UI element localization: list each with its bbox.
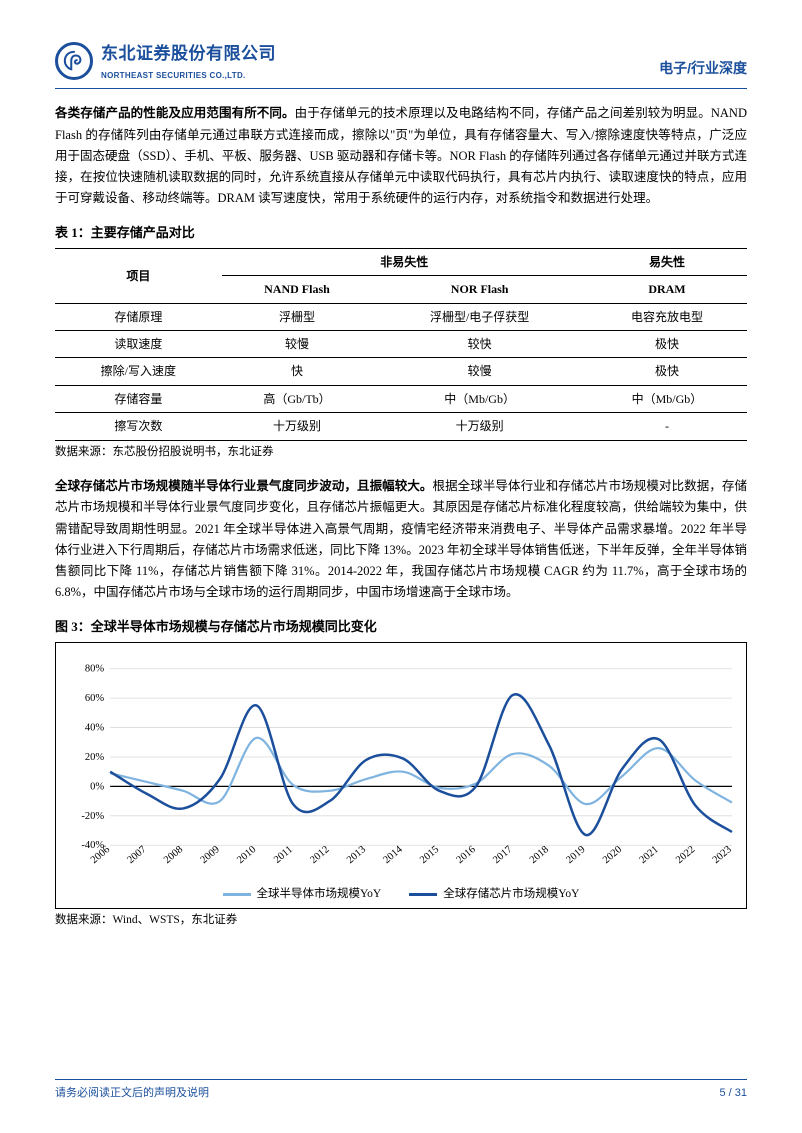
legend-item-1: 全球半导体市场规模YoY (223, 885, 382, 905)
para2-lead: 全球存储芯片市场规模随半导体行业景气度同步波动，且振幅较大。 (55, 479, 432, 493)
chart-source: 数据来源：Wind、WSTS，东北证券 (55, 911, 747, 931)
table-cell: 存储原理 (55, 303, 222, 330)
company-name-cn: 东北证券股份有限公司 (101, 40, 276, 69)
para1-body: 由于存储单元的技术原理以及电路结构不同，存储产品之间差别较为明显。NAND Fl… (55, 106, 747, 205)
table1: 项目 非易失性 易失性 NAND Flash NOR Flash DRAM 存储… (55, 248, 747, 441)
table-cell: 中（Mb/Gb） (587, 385, 747, 412)
svg-text:2012: 2012 (308, 844, 331, 866)
svg-text:2010: 2010 (235, 844, 258, 866)
svg-text:2013: 2013 (345, 844, 368, 866)
table-cell: 十万级别 (222, 413, 373, 440)
logo: 东北证券股份有限公司 NORTHEAST SECURITIES CO.,LTD. (55, 40, 276, 82)
chart-legend: 全球半导体市场规模YoY 全球存储芯片市场规模YoY (60, 885, 742, 905)
section-label: 电子/行业深度 (659, 57, 747, 81)
legend-label-1: 全球半导体市场规模YoY (257, 885, 382, 905)
para1-lead: 各类存储产品的性能及应用范围有所不同。 (55, 106, 295, 120)
page-header: 东北证券股份有限公司 NORTHEAST SECURITIES CO.,LTD.… (55, 40, 747, 89)
svg-text:2011: 2011 (272, 844, 295, 866)
svg-text:2018: 2018 (528, 844, 551, 866)
legend-label-2: 全球存储芯片市场规模YoY (443, 885, 579, 905)
table-cell: 极快 (587, 331, 747, 358)
table-cell: 较慢 (222, 331, 373, 358)
paragraph-1: 各类存储产品的性能及应用范围有所不同。由于存储单元的技术原理以及电路结构不同，存… (55, 103, 747, 209)
table-cell: 擦写次数 (55, 413, 222, 440)
svg-text:2007: 2007 (125, 844, 148, 866)
table-cell: 较快 (372, 331, 587, 358)
footer-disclaimer: 请务必阅读正文后的声明及说明 (55, 1084, 209, 1103)
svg-text:2009: 2009 (199, 844, 222, 866)
svg-text:60%: 60% (85, 693, 105, 704)
table-cell: 电容充放电型 (587, 303, 747, 330)
chart-container: -40%-20%0%20%40%60%80%200620072008200920… (55, 642, 747, 910)
legend-swatch-2 (409, 893, 437, 896)
footer-page: 5 / 31 (719, 1084, 747, 1103)
table-cell: 中（Mb/Gb） (372, 385, 587, 412)
svg-text:-20%: -20% (81, 811, 104, 822)
table-cell: 浮栅型 (222, 303, 373, 330)
company-logo-icon (55, 42, 93, 80)
col-header: 项目 (55, 248, 222, 303)
table-cell: 浮栅型/电子俘获型 (372, 303, 587, 330)
table-cell: 存储容量 (55, 385, 222, 412)
company-name-en: NORTHEAST SECURITIES CO.,LTD. (101, 69, 276, 83)
table-cell: 擦除/写入速度 (55, 358, 222, 385)
table-cell: 读取速度 (55, 331, 222, 358)
legend-item-2: 全球存储芯片市场规模YoY (409, 885, 579, 905)
table-cell: 较慢 (372, 358, 587, 385)
group-header-right: 易失性 (587, 248, 747, 275)
svg-text:2023: 2023 (711, 844, 734, 866)
legend-swatch-1 (223, 893, 251, 896)
table-cell: 高（Gb/Tb） (222, 385, 373, 412)
page-footer: 请务必阅读正文后的声明及说明 5 / 31 (55, 1079, 747, 1103)
table1-title: 表 1：主要存储产品对比 (55, 222, 747, 244)
svg-text:2021: 2021 (638, 844, 661, 866)
svg-text:2016: 2016 (455, 844, 478, 866)
svg-text:0%: 0% (90, 781, 104, 792)
svg-text:2008: 2008 (162, 844, 185, 866)
para2-body: 根据全球半导体行业和存储芯片市场规模对比数据，存储芯片市场规模和半导体行业景气度… (55, 479, 747, 599)
paragraph-2: 全球存储芯片市场规模随半导体行业景气度同步波动，且振幅较大。根据全球半导体行业和… (55, 476, 747, 604)
svg-text:2022: 2022 (674, 844, 697, 866)
table-cell: 极快 (587, 358, 747, 385)
svg-text:2014: 2014 (382, 843, 406, 865)
svg-text:80%: 80% (85, 663, 105, 674)
svg-text:2020: 2020 (601, 844, 624, 866)
line-chart: -40%-20%0%20%40%60%80%200620072008200920… (60, 651, 742, 881)
col-header: NOR Flash (372, 276, 587, 303)
svg-text:40%: 40% (85, 722, 105, 733)
col-header: NAND Flash (222, 276, 373, 303)
svg-text:20%: 20% (85, 752, 105, 763)
table-cell: 快 (222, 358, 373, 385)
svg-text:2017: 2017 (491, 844, 514, 866)
svg-text:2015: 2015 (418, 844, 441, 866)
chart-title: 图 3：全球半导体市场规模与存储芯片市场规模同比变化 (55, 616, 747, 638)
table-cell: - (587, 413, 747, 440)
group-header-left: 非易失性 (222, 248, 587, 275)
table1-source: 数据来源：东芯股份招股说明书，东北证券 (55, 443, 747, 463)
svg-text:2019: 2019 (564, 844, 587, 866)
table-cell: 十万级别 (372, 413, 587, 440)
col-header: DRAM (587, 276, 747, 303)
